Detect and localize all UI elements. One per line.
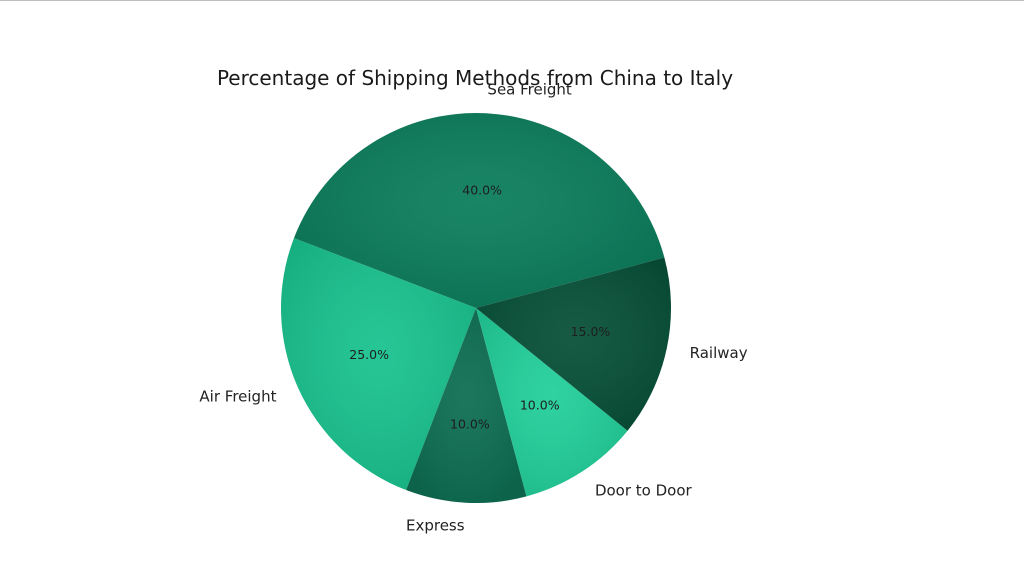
pie-slice-shading-railway (476, 257, 672, 431)
slice-label-express: Express (406, 517, 465, 535)
chart-title: Percentage of Shipping Methods from Chin… (217, 66, 733, 90)
slice-label-door-to-door: Door to Door (595, 482, 693, 500)
slice-label-railway: Railway (690, 344, 748, 362)
percent-label-express: 10.0% (450, 416, 490, 431)
percent-label-door-to-door: 10.0% (520, 398, 560, 413)
slice-label-sea-freight: Sea Freight (487, 80, 572, 98)
percent-label-sea-freight: 40.0% (462, 183, 502, 198)
pie-slices (281, 113, 672, 503)
percent-label-railway: 15.0% (571, 324, 611, 339)
pie-slice-shading-sea-freight (293, 113, 665, 308)
pie-slice-shading-door-to-door (476, 308, 628, 497)
percent-label-air-freight: 25.0% (349, 347, 389, 362)
pie-labels: Sea Freight 40.0% Air Freight 25.0% Express 1… (199, 80, 747, 534)
pie-slice-shading-air-freight (281, 238, 476, 491)
pie-slice-shading-express (406, 308, 527, 503)
slice-label-air-freight: Air Freight (199, 387, 276, 405)
